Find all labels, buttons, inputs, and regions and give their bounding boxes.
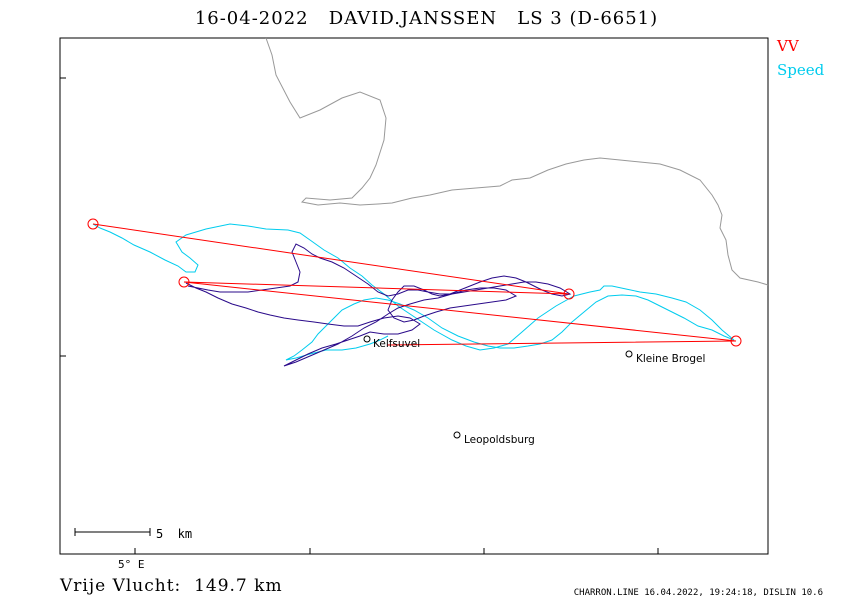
speed-trace: [92, 223, 735, 361]
legend-speed: Speed: [777, 61, 825, 79]
legend: VV Speed: [773, 34, 853, 82]
place-marker-kleine-brogel: [625, 350, 633, 358]
vv-route: [92, 223, 737, 346]
axis-ticks: [60, 77, 659, 554]
place-label-leopoldsburg: Leopoldsburg: [464, 434, 535, 446]
legend-vv: VV: [777, 37, 799, 55]
place-label-kelfsuvel: Kelfsuvel: [373, 338, 420, 350]
distance-label: Vrije Vlucht: 149.7 km: [60, 576, 283, 596]
place-marker-kelfsuvel: [363, 335, 371, 343]
turnpoint-4: [730, 335, 742, 347]
country-border: [265, 37, 769, 286]
place-label-kleine-brogel: Kleine Brogel: [636, 353, 705, 365]
map-frame: [59, 37, 769, 555]
turnpoint-3: [178, 276, 190, 288]
turnpoint-2: [563, 288, 575, 300]
place-marker-leopoldsburg: [453, 431, 461, 439]
place-markers: [363, 335, 633, 439]
chart-title: 16-04-2022 DAVID.JANSSEN LS 3 (D-6651): [194, 8, 659, 29]
flight-track: [185, 243, 572, 367]
turnpoint-1: [87, 218, 99, 230]
turnpoints: [87, 218, 742, 347]
source-label: CHARRON.LINE 16.04.2022, 19:24:18, DISLI…: [573, 588, 823, 598]
scale-label: 5 km: [156, 527, 192, 541]
scale-bar: [74, 528, 151, 536]
longitude-label: 5° E: [118, 558, 145, 571]
